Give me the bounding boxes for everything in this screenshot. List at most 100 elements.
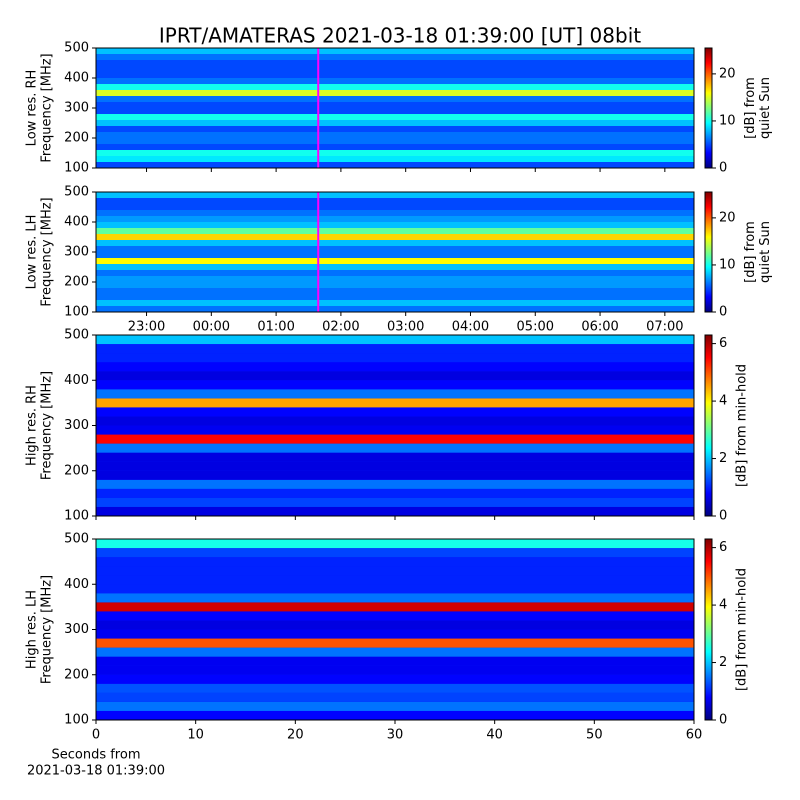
- colorbar-tick-label: 2: [719, 655, 727, 670]
- heatmap-row: [96, 204, 694, 210]
- heatmap-row: [96, 210, 694, 216]
- heatmap-row: [96, 575, 694, 585]
- heatmap-row: [96, 144, 694, 150]
- heatmap-row: [96, 488, 694, 498]
- heatmap-row: [96, 282, 694, 288]
- heatmap-row: [96, 353, 694, 363]
- y-tick-label: 200: [64, 463, 89, 478]
- heatmap-row: [96, 78, 694, 84]
- heatmap-row: [96, 120, 694, 126]
- colorbar: [704, 191, 713, 313]
- x-tick-label: 23:00: [128, 320, 165, 335]
- x-tick-label: 03:00: [387, 320, 424, 335]
- heatmap-row: [96, 425, 694, 435]
- colorbar-tick-label: 2: [719, 451, 727, 466]
- colorbar-label: [dB] from: [743, 221, 758, 283]
- heatmap-row: [96, 692, 694, 702]
- x-tick-label: 0: [92, 728, 100, 743]
- heatmap-row: [96, 497, 694, 507]
- colorbar: [704, 334, 713, 517]
- heatmap-row: [96, 371, 694, 381]
- heatmap-row: [96, 683, 694, 693]
- heatmap-row: [96, 701, 694, 711]
- y-tick-label: 200: [64, 275, 89, 290]
- heatmap-row: [96, 102, 694, 108]
- heatmap-row: [96, 407, 694, 417]
- x-tick-label: 10: [187, 728, 204, 743]
- heatmap-row: [96, 156, 694, 162]
- y-tick-label: 200: [64, 131, 89, 146]
- heatmap-row: [96, 380, 694, 390]
- heatmap-row: [96, 593, 694, 603]
- heatmap-row: [96, 452, 694, 462]
- heatmap-row: [96, 246, 694, 252]
- heatmap-row: [96, 566, 694, 576]
- heatmap-row: [96, 114, 694, 120]
- x-tick-label: 60: [686, 728, 703, 743]
- y-axis-label: High res. LH: [25, 590, 40, 669]
- colorbar-tick-label: 6: [719, 336, 727, 351]
- y-tick-label: 100: [64, 305, 89, 320]
- y-tick-label: 500: [64, 532, 89, 547]
- colorbar-tick-label: 20: [719, 210, 736, 225]
- heatmap-row: [96, 656, 694, 666]
- y-tick-label: 100: [64, 509, 89, 524]
- x-tick-label: 40: [486, 728, 503, 743]
- colorbar-label: quiet Sun: [758, 77, 773, 139]
- heatmap-row: [96, 300, 694, 306]
- heatmap-row: [96, 389, 694, 399]
- heatmap-row: [96, 602, 694, 612]
- x-tick-label: 02:00: [322, 320, 359, 335]
- heatmap-row: [96, 620, 694, 630]
- heatmap-row: [96, 479, 694, 489]
- heatmap-row: [96, 674, 694, 684]
- colorbar-tick-label: 6: [719, 540, 727, 555]
- heatmap-row: [96, 611, 694, 621]
- y-axis-label: Frequency [MHz]: [40, 53, 55, 162]
- colorbar-tick-label: 10: [719, 257, 736, 272]
- heatmap-row: [96, 506, 694, 516]
- y-tick-label: 400: [64, 71, 89, 86]
- x-tick-label: 05:00: [517, 320, 554, 335]
- heatmap-row: [96, 539, 694, 549]
- heatmap-row: [96, 557, 694, 567]
- heatmap-row: [96, 198, 694, 204]
- x-tick-label: 00:00: [193, 320, 230, 335]
- heatmap-row: [96, 108, 694, 114]
- x-tick-label: 04:00: [452, 320, 489, 335]
- colorbar-tick-label: 4: [719, 394, 727, 409]
- heatmap-row: [96, 222, 694, 228]
- heatmap-row: [96, 461, 694, 471]
- heatmap-row: [96, 629, 694, 639]
- y-tick-label: 500: [64, 41, 89, 56]
- y-tick-label: 200: [64, 667, 89, 682]
- heatmap-row: [96, 48, 694, 54]
- heatmap-row: [96, 132, 694, 138]
- y-axis-label: Frequency [MHz]: [40, 371, 55, 480]
- colorbar-tick-label: 10: [719, 113, 736, 128]
- colorbar-label: [dB] from min-hold: [735, 568, 750, 691]
- y-axis-label: Low res. LH: [25, 215, 40, 290]
- heatmap-row: [96, 443, 694, 453]
- heatmap-row: [96, 270, 694, 276]
- colorbar: [704, 47, 713, 169]
- heatmap-row: [96, 710, 694, 720]
- heatmap-row: [96, 72, 694, 78]
- heatmap-row: [96, 470, 694, 480]
- heatmap-row: [96, 234, 694, 240]
- heatmap-row: [96, 264, 694, 270]
- x-tick-label: 30: [387, 728, 404, 743]
- heatmap-row: [96, 647, 694, 657]
- y-tick-label: 500: [64, 185, 89, 200]
- x-tick-label: 07:00: [646, 320, 683, 335]
- heatmap-row: [96, 398, 694, 408]
- colorbar: [704, 538, 713, 721]
- heatmap-row: [96, 306, 694, 312]
- y-tick-label: 400: [64, 215, 89, 230]
- heatmap-row: [96, 126, 694, 132]
- y-axis-label: Frequency [MHz]: [40, 197, 55, 306]
- heatmap-row: [96, 294, 694, 300]
- y-tick-label: 300: [64, 622, 89, 637]
- heatmap-row: [96, 252, 694, 258]
- y-tick-label: 300: [64, 245, 89, 260]
